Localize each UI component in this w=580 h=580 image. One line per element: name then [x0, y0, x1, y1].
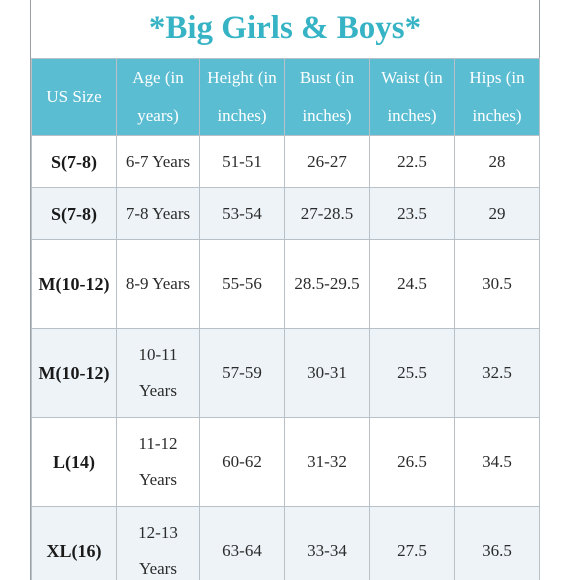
cell-us-size: S(7-8) [31, 135, 117, 188]
table-row: S(7-8) 7-8 Years 53-54 27-28.5 23.5 29 [31, 187, 540, 240]
header-bust: Bust (in inches) [284, 58, 370, 136]
cell-waist: 26.5 [369, 417, 455, 507]
cell-height: 60-62 [199, 417, 285, 507]
cell-waist: 25.5 [369, 328, 455, 418]
cell-us-size: M(10-12) [31, 328, 117, 418]
size-table: US Size Age (in years) Height (in inches… [31, 58, 540, 580]
cell-bust: 31-32 [284, 417, 370, 507]
header-waist: Waist (in inches) [369, 58, 455, 136]
table-row: XL(16) 12-13 Years 63-64 33-34 27.5 36.5 [31, 506, 540, 580]
cell-bust: 26-27 [284, 135, 370, 188]
chart-title: *Big Girls & Boys* [148, 10, 422, 46]
cell-age: 6-7 Years [116, 135, 200, 188]
header-age: Age (in years) [116, 58, 200, 136]
cell-us-size: S(7-8) [31, 187, 117, 240]
cell-bust: 33-34 [284, 506, 370, 580]
cell-height: 55-56 [199, 239, 285, 329]
cell-us-size: M(10-12) [31, 239, 117, 329]
table-header-row: US Size Age (in years) Height (in inches… [31, 58, 540, 136]
cell-height: 51-51 [199, 135, 285, 188]
header-hips: Hips (in inches) [454, 58, 540, 136]
table-row: S(7-8) 6-7 Years 51-51 26-27 22.5 28 [31, 135, 540, 188]
cell-age: 8-9 Years [116, 239, 200, 329]
table-row: M(10-12) 8-9 Years 55-56 28.5-29.5 24.5 … [31, 239, 540, 329]
cell-bust: 27-28.5 [284, 187, 370, 240]
cell-age: 12-13 Years [116, 506, 200, 580]
cell-height: 57-59 [199, 328, 285, 418]
cell-bust: 30-31 [284, 328, 370, 418]
cell-hips: 29 [454, 187, 540, 240]
cell-height: 63-64 [199, 506, 285, 580]
cell-age: 10-11 Years [116, 328, 200, 418]
table-row: L(14) 11-12 Years 60-62 31-32 26.5 34.5 [31, 417, 540, 507]
cell-hips: 34.5 [454, 417, 540, 507]
cell-age: 7-8 Years [116, 187, 200, 240]
cell-waist: 24.5 [369, 239, 455, 329]
cell-age: 11-12 Years [116, 417, 200, 507]
cell-us-size: L(14) [31, 417, 117, 507]
table-row: M(10-12) 10-11 Years 57-59 30-31 25.5 32… [31, 328, 540, 418]
cell-hips: 32.5 [454, 328, 540, 418]
cell-waist: 27.5 [369, 506, 455, 580]
cell-waist: 23.5 [369, 187, 455, 240]
cell-height: 53-54 [199, 187, 285, 240]
header-us-size: US Size [31, 58, 117, 136]
header-height: Height (in inches) [199, 58, 285, 136]
cell-waist: 22.5 [369, 135, 455, 188]
cell-bust: 28.5-29.5 [284, 239, 370, 329]
cell-us-size: XL(16) [31, 506, 117, 580]
size-chart: *Big Girls & Boys* US Size Age (in years… [30, 0, 540, 580]
cell-hips: 30.5 [454, 239, 540, 329]
cell-hips: 28 [454, 135, 540, 188]
cell-hips: 36.5 [454, 506, 540, 580]
